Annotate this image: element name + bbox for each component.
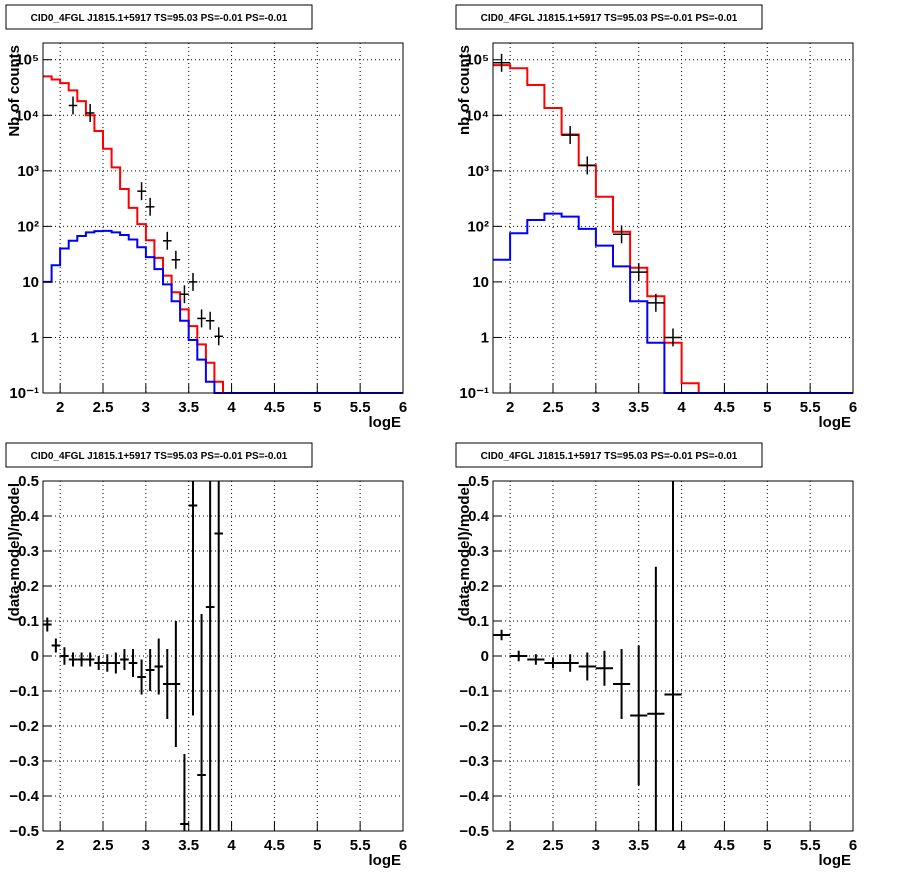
x-tick-label: 2 (56, 837, 64, 854)
y-tick-label: 1 (31, 329, 39, 346)
title-box (5, 4, 313, 30)
y-tick-label: −0.4 (9, 788, 39, 805)
x-axis-title: logE (819, 852, 852, 869)
y-axis-title: (data-model)/model (456, 483, 473, 621)
series-line-2 (493, 212, 853, 394)
x-tick-label: 3 (592, 837, 600, 854)
y-tick-label: 0 (481, 648, 489, 665)
x-tick-label: 4.5 (714, 837, 735, 854)
x-tick-label: 2.5 (543, 399, 564, 416)
x-tick-label: 5.5 (350, 837, 371, 854)
y-tick-label: 10⁵ (15, 52, 39, 69)
y-tick-label: 0.3 (18, 543, 39, 560)
x-tick-label: 3.5 (628, 399, 649, 416)
y-tick-label: 1 (481, 329, 489, 346)
x-tick-label: 2.5 (93, 399, 114, 416)
y-axis-title: Nb of counts (6, 45, 23, 137)
y-tick-label: −0.3 (459, 753, 489, 770)
y-tick-label: 0.1 (18, 613, 39, 630)
chart-title: CID0_4FGL J1815.1+5917 TS=95.03 PS=-0.01… (31, 13, 288, 24)
y-tick-label: 10² (17, 218, 39, 235)
y-tick-label: −0.5 (9, 823, 39, 840)
y-tick-label: 0.3 (468, 543, 489, 560)
y-tick-label: 10⁻¹ (9, 385, 39, 402)
title-box (455, 4, 763, 30)
y-tick-label: −0.2 (459, 718, 489, 735)
x-tick-label: 2.5 (93, 837, 114, 854)
y-tick-label: 0.5 (18, 473, 39, 490)
y-tick-label: 0.1 (468, 613, 489, 630)
y-tick-label: 10⁴ (15, 107, 39, 124)
x-tick-label: 4 (677, 837, 686, 854)
chart-panel-2: 2 2.5 3 3.5 4 4.5 5 5.5 6 10⁻¹ 1 10 10² 10³ 10⁴ 10⁵ logE… (455, 4, 857, 431)
y-tick-label: −0.5 (459, 823, 489, 840)
y-tick-label: 10⁴ (465, 107, 489, 124)
y-tick-label: 10² (467, 218, 489, 235)
x-tick-label: 5.5 (800, 837, 821, 854)
x-axis-title: logE (819, 414, 852, 431)
y-tick-label: 0.4 (468, 508, 490, 525)
y-tick-label: 0 (31, 648, 39, 665)
x-tick-label: 4 (227, 837, 236, 854)
series-line-2 (43, 229, 403, 394)
x-tick-label: 4.5 (714, 399, 735, 416)
x-tick-label: 4 (227, 399, 236, 416)
y-tick-label: 0.4 (18, 508, 40, 525)
y-tick-label: 0.2 (18, 578, 39, 595)
y-tick-label: 10⁵ (465, 52, 489, 69)
x-axis-title: logE (369, 414, 402, 431)
x-tick-label: 3 (592, 399, 600, 416)
x-tick-label: 2 (56, 399, 64, 416)
chart-title: CID0_4FGL J1815.1+5917 TS=95.03 PS=-0.01… (31, 451, 288, 462)
x-tick-label: 5 (313, 399, 321, 416)
chart-title: CID0_4FGL J1815.1+5917 TS=95.03 PS=-0.01… (481, 13, 738, 24)
x-tick-label: 6 (849, 399, 857, 416)
y-tick-label: −0.3 (9, 753, 39, 770)
chart-title: CID0_4FGL J1815.1+5917 TS=95.03 PS=-0.01… (481, 451, 738, 462)
y-axis-title: nb of counts (456, 45, 473, 135)
title-box (455, 442, 763, 468)
y-tick-label: −0.4 (459, 788, 489, 805)
y-tick-label: 0.2 (468, 578, 489, 595)
x-tick-label: 3 (142, 837, 150, 854)
x-tick-label: 5.5 (800, 399, 821, 416)
y-tick-label: 10³ (17, 163, 39, 180)
y-tick-label: 10 (472, 274, 489, 291)
x-axis-title: logE (369, 852, 402, 869)
x-tick-label: 5 (763, 399, 771, 416)
x-tick-label: 6 (399, 837, 407, 854)
x-tick-label: 3.5 (178, 399, 199, 416)
x-tick-label: 5 (763, 837, 771, 854)
plot-frame (492, 42, 854, 394)
y-tick-label: 10 (22, 274, 39, 291)
y-tick-label: −0.1 (9, 683, 39, 700)
plot-frame (42, 42, 404, 394)
chart-panel-3: 2 2.5 3 3.5 4 4.5 5 5.5 6 −0.5 −0.4 −0.3 −0.2 −0.1 0 0.… (5, 442, 407, 869)
y-tick-label: 0.5 (468, 473, 489, 490)
series-line-1 (43, 75, 403, 394)
x-tick-label: 4 (677, 399, 686, 416)
chart-panel-1: 2 2.5 3 3.5 4 4.5 5 5.5 6 10⁻¹ 1 10 10² 10³ 10⁴ 10⁵ logE… (5, 4, 407, 431)
x-tick-label: 2.5 (543, 837, 564, 854)
x-tick-label: 2 (506, 399, 514, 416)
title-box (5, 442, 313, 468)
y-tick-label: 10⁻¹ (459, 385, 489, 402)
x-tick-label: 5.5 (350, 399, 371, 416)
x-tick-label: 2 (506, 837, 514, 854)
x-tick-label: 3.5 (178, 837, 199, 854)
x-tick-label: 4.5 (264, 399, 285, 416)
y-tick-label: 10³ (467, 163, 489, 180)
x-tick-label: 4.5 (264, 837, 285, 854)
x-tick-label: 3 (142, 399, 150, 416)
y-tick-label: −0.1 (459, 683, 489, 700)
y-tick-label: −0.2 (9, 718, 39, 735)
y-axis-title: (data-model)/model (6, 483, 23, 621)
x-tick-label: 6 (849, 837, 857, 854)
x-tick-label: 5 (313, 837, 321, 854)
x-tick-label: 6 (399, 399, 407, 416)
chart-panel-4: 2 2.5 3 3.5 4 4.5 5 5.5 6 −0.5 −0.4 −0.3 −0.2 −0.1 0 0.… (455, 442, 857, 869)
x-tick-label: 3.5 (628, 837, 649, 854)
